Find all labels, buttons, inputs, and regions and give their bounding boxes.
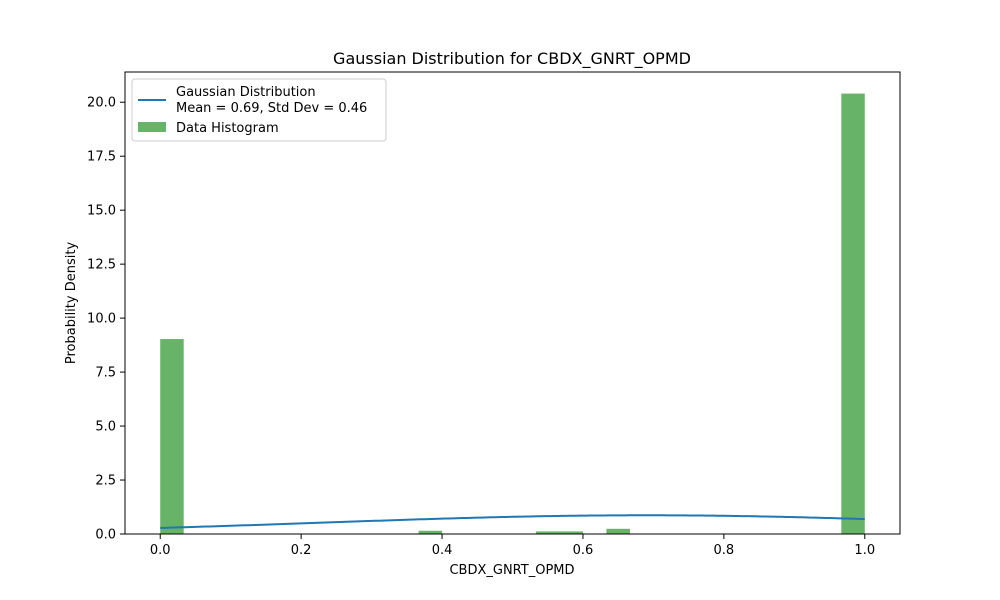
legend: Gaussian Distribution Mean = 0.69, Std D…: [131, 78, 387, 142]
x-tick-label: 0.6: [573, 543, 594, 558]
gaussian-curve: [160, 514, 865, 529]
y-axis-label: Probability Density: [64, 242, 79, 365]
x-tick-label: 1.0: [854, 543, 875, 558]
y-tick-label: 17.5: [87, 150, 116, 165]
y-tick-label: 2.5: [95, 474, 116, 489]
legend-box: [131, 78, 387, 142]
y-tick-label: 12.5: [87, 258, 116, 273]
histogram-bar: [418, 530, 443, 534]
x-tick-label: 0.4: [432, 543, 453, 558]
histogram-bar: [535, 531, 560, 534]
x-tick-label: 0.8: [714, 543, 735, 558]
y-tick-label: 10.0: [87, 312, 116, 327]
y-tick-label: 15.0: [87, 204, 116, 219]
y-tick-label: 7.5: [95, 366, 116, 381]
legend-histogram-label: Data Histogram: [176, 121, 279, 136]
legend-histogram-swatch: [138, 122, 166, 132]
y-tick-label: 20.0: [87, 96, 116, 111]
x-axis-label: CBDX_GNRT_OPMD: [449, 563, 574, 578]
x-tick-label: 0.2: [291, 543, 312, 558]
y-tick-label: 0.0: [95, 528, 116, 543]
x-tick-label: 0.0: [150, 543, 171, 558]
histogram-bar: [606, 528, 630, 534]
histogram-bars: [160, 93, 865, 535]
plot-frame: [124, 71, 901, 535]
legend-gaussian-label-line2: Mean = 0.69, Std Dev = 0.46: [176, 101, 367, 116]
histogram-bar: [160, 339, 184, 534]
x-axis-ticks: 0.0 0.2 0.4 0.6 0.8 1.0: [150, 534, 875, 558]
legend-gaussian-label-line1: Gaussian Distribution: [176, 85, 316, 100]
chart-title: Gaussian Distribution for CBDX_GNRT_OPMD: [333, 49, 691, 69]
y-axis-ticks: 0.0 2.5 5.0 7.5 10.0 12.5 15.0 17.5 20.0: [87, 96, 125, 543]
histogram-bar: [841, 93, 865, 535]
y-tick-label: 5.0: [95, 420, 116, 435]
histogram-bar: [559, 531, 583, 534]
